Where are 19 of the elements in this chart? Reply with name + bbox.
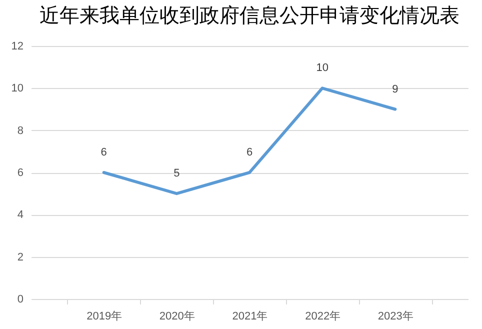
x-tick-label: 2020年 — [159, 310, 195, 322]
y-tick-label: 0 — [17, 294, 24, 306]
x-tick-label: 2019年 — [86, 310, 122, 322]
data-label: 5 — [174, 168, 180, 180]
x-tick-label: 2022年 — [305, 310, 341, 322]
data-label: 6 — [100, 146, 107, 158]
x-tick-label: 2021年 — [232, 310, 268, 322]
y-tick-label: 4 — [17, 209, 24, 222]
line-series — [102, 86, 397, 196]
y-tick-label: 10 — [11, 82, 24, 95]
data-label: 9 — [392, 83, 398, 96]
data-label: 6 — [246, 146, 253, 158]
y-tick-label: 8 — [17, 124, 24, 137]
y-tick-label: 12 — [11, 40, 24, 52]
x-tick-label: 2023年 — [378, 310, 414, 322]
chart-title: 近年来我单位收到政府信息公开申请变化情况表 — [40, 3, 460, 27]
y-tick-label: 6 — [17, 167, 24, 179]
y-tick-label: 2 — [17, 251, 24, 264]
data-label: 10 — [316, 62, 328, 74]
